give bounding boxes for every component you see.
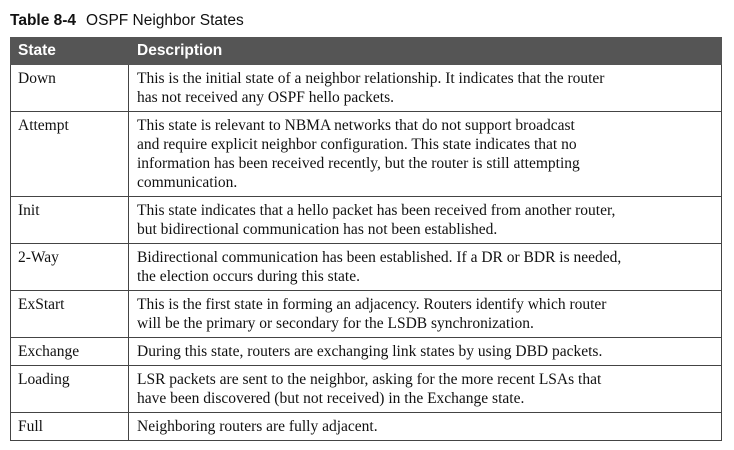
table-row: Exchange During this state, routers are e…: [10, 337, 722, 366]
state-cell: Init: [10, 196, 129, 244]
description-line: has not received any OSPF hello packets.: [137, 89, 394, 106]
description-cell: LSR packets are sent to the neighbor, as…: [128, 365, 722, 413]
state-cell: Full: [10, 412, 129, 441]
column-header-description: Description: [128, 37, 722, 65]
description-line: communication.: [137, 174, 238, 191]
table-row: 2-Way Bidirectional communication has bee…: [10, 243, 722, 291]
table-row: Loading LSR packets are sent to the neigh…: [10, 365, 722, 413]
column-header-state: State: [10, 37, 129, 65]
description-cell: Bidirectional communication has been est…: [128, 243, 722, 291]
state-cell: Loading: [10, 365, 129, 413]
table-body: Down This is the initial state of a neigh…: [10, 64, 722, 441]
description-line: Neighboring routers are fully adjacent.: [137, 418, 378, 435]
description-line: will be the primary or secondary for the…: [137, 315, 534, 332]
description-line: During this state, routers are exchangin…: [137, 343, 603, 360]
description-line: This is the initial state of a neighbor …: [137, 70, 605, 87]
description-line: but bidirectional communication has not …: [137, 221, 498, 238]
state-cell: Exchange: [10, 337, 129, 366]
state-cell: 2-Way: [10, 243, 129, 291]
table-title: OSPF Neighbor States: [86, 12, 244, 29]
description-cell: This state indicates that a hello packet…: [128, 196, 722, 244]
description-line: the election occurs during this state.: [137, 268, 360, 285]
description-cell: During this state, routers are exchangin…: [128, 337, 722, 366]
table-number: Table 8-4: [10, 12, 77, 29]
state-cell: Down: [10, 64, 129, 112]
table-row: Full Neighboring routers are fully adjace…: [10, 412, 722, 441]
description-line: This is the first state in forming an ad…: [137, 296, 607, 313]
table-row: ExStart This is the first state in formin…: [10, 290, 722, 338]
ospf-neighbor-states-table: State Description Down This is the initia…: [10, 37, 722, 441]
description-line: This state is relevant to NBMA networks …: [137, 117, 575, 134]
table-row: Init This state indicates that a hello pa…: [10, 196, 722, 244]
state-cell: ExStart: [10, 290, 129, 338]
table-row: Attempt This state is relevant to NBMA ne…: [10, 111, 722, 197]
table-row: Down This is the initial state of a neigh…: [10, 64, 722, 112]
description-line: LSR packets are sent to the neighbor, as…: [137, 371, 602, 388]
description-cell: Neighboring routers are fully adjacent.: [128, 412, 722, 441]
description-line: Bidirectional communication has been est…: [137, 249, 622, 266]
description-cell: This is the first state in forming an ad…: [128, 290, 722, 338]
description-line: and require explicit neighbor configurat…: [137, 136, 577, 153]
table-header-row: State Description: [10, 37, 722, 65]
description-cell: This is the initial state of a neighbor …: [128, 64, 722, 112]
description-line: information has been received recently, …: [137, 155, 580, 172]
table-caption: Table 8-4 OSPF Neighbor States: [10, 10, 244, 32]
description-line: This state indicates that a hello packet…: [137, 202, 616, 219]
state-cell: Attempt: [10, 111, 129, 197]
description-line: have been discovered (but not received) …: [137, 390, 525, 407]
description-cell: This state is relevant to NBMA networks …: [128, 111, 722, 197]
